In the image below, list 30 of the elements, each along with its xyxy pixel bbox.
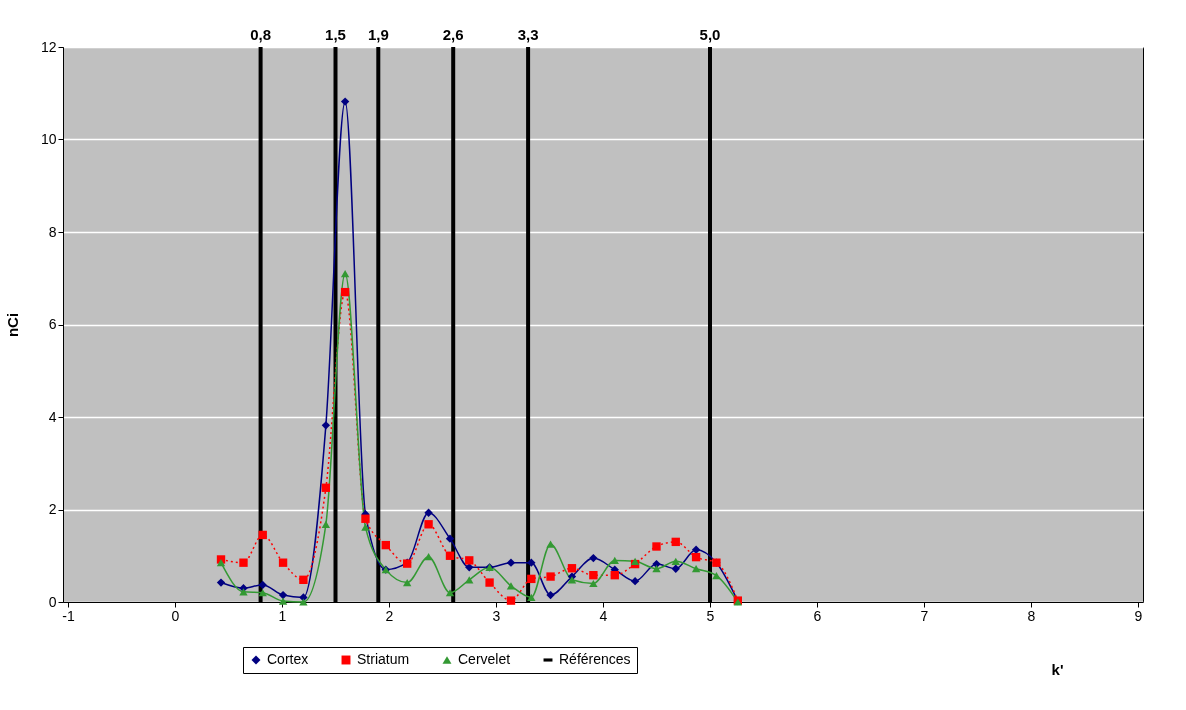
y-tick-label: 10	[40, 131, 57, 147]
x-tick-label: 1	[278, 607, 287, 624]
x-tick-label: 4	[599, 607, 608, 624]
annotation: 0,8	[250, 26, 272, 43]
x-tick-label: 5	[706, 607, 715, 624]
y-tick-label: 0	[48, 593, 57, 610]
y-axis-title: nCi	[3, 312, 21, 338]
legend-label: Striatum	[357, 651, 410, 667]
x-tick-label: 7	[920, 607, 929, 624]
x-tick-label: 3	[492, 607, 501, 624]
annotation: 5,0	[699, 26, 721, 43]
legend-label: Références	[559, 651, 631, 667]
x-tick-label: 8	[1027, 607, 1036, 624]
x-tick-label: -1	[62, 607, 75, 624]
legend-label: Cervelet	[458, 651, 511, 667]
legend-label: Cortex	[267, 651, 309, 667]
x-tick-label: 0	[171, 607, 180, 624]
x-axis-title: k'	[1051, 660, 1064, 678]
annotation: 1,9	[367, 26, 389, 43]
y-tick-label: 12	[40, 38, 57, 55]
annotation: 1,5	[325, 26, 346, 43]
x-tick-label: 9	[1134, 607, 1143, 624]
annotation: 2,6	[442, 26, 464, 43]
y-tick-label: 2	[48, 501, 57, 517]
x-tick-label: 6	[813, 607, 822, 624]
x-tick-label: 2	[385, 607, 394, 624]
annotation: 3,3	[517, 26, 539, 43]
y-tick-label: 4	[48, 408, 57, 425]
y-tick-label: 6	[48, 316, 57, 332]
y-tick-label: 8	[48, 223, 57, 240]
